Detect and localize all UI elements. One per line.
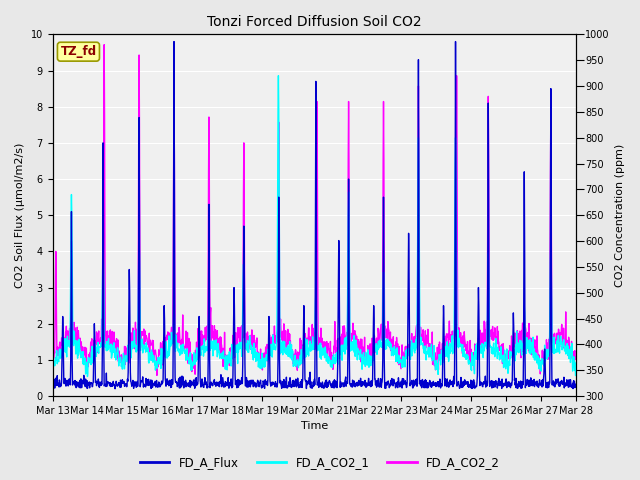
X-axis label: Time: Time — [301, 421, 328, 432]
Y-axis label: CO2 Soil Flux (μmol/m2/s): CO2 Soil Flux (μmol/m2/s) — [15, 143, 25, 288]
Title: Tonzi Forced Diffusion Soil CO2: Tonzi Forced Diffusion Soil CO2 — [207, 15, 422, 29]
Text: TZ_fd: TZ_fd — [60, 45, 97, 58]
Legend: FD_A_Flux, FD_A_CO2_1, FD_A_CO2_2: FD_A_Flux, FD_A_CO2_1, FD_A_CO2_2 — [135, 452, 505, 474]
Y-axis label: CO2 Concentration (ppm): CO2 Concentration (ppm) — [615, 144, 625, 287]
